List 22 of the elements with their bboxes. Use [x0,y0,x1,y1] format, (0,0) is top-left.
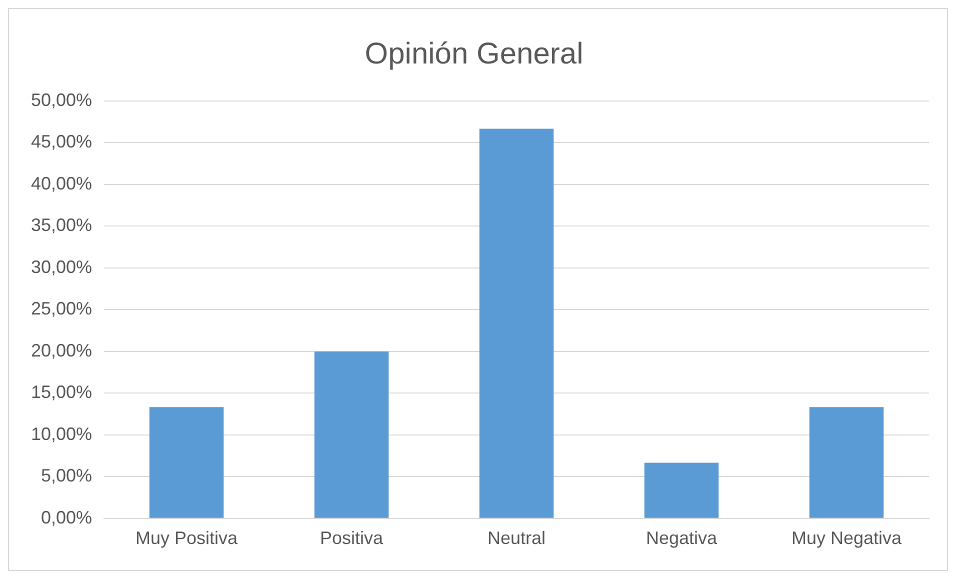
x-tick-label: Muy Negativa [791,528,903,548]
x-tick-label: Positiva [320,528,384,548]
y-tick-label: 50,00% [30,90,92,110]
x-tick-label: Neutral [488,528,546,548]
chart-title: Opinión General [364,37,584,70]
y-tick-label: 0,00% [41,507,92,528]
y-tick-label: 5,00% [41,466,92,486]
bar [809,407,884,518]
x-tick-label: Negativa [646,528,718,548]
y-tick-label: 35,00% [30,215,92,236]
bar [149,407,224,518]
y-tick-label: 10,00% [30,424,92,444]
y-tick-label: 40,00% [30,173,92,194]
bar [644,462,719,518]
bar [479,128,554,518]
bar [314,351,389,518]
y-tick-label: 15,00% [30,382,92,402]
x-tick-label: Muy Positiva [136,528,239,548]
y-tick-label: 30,00% [30,256,92,277]
y-tick-label: 45,00% [30,132,92,152]
y-tick-label: 25,00% [30,298,92,319]
y-tick-label: 20,00% [30,340,92,360]
